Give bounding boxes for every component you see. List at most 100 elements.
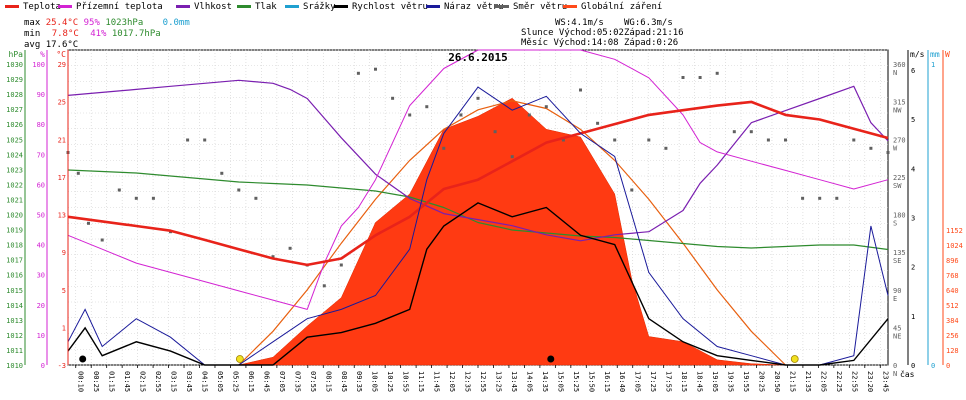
right-axis-tick: S bbox=[893, 220, 897, 228]
x-tick-label: 04:15 bbox=[201, 371, 209, 392]
left-axis-tick: 1029 bbox=[6, 76, 23, 84]
x-tick-label: 12:35 bbox=[464, 371, 472, 392]
left-axis-tick: 20 bbox=[37, 302, 45, 310]
left-axis-tick: 1021 bbox=[6, 196, 23, 204]
left-axis-tick: 9 bbox=[62, 249, 66, 257]
legend-swatch bbox=[176, 5, 190, 8]
left-axis-tick: 1028 bbox=[6, 91, 23, 99]
wind-dir-point bbox=[818, 196, 822, 200]
legend-item: Směr větru bbox=[495, 2, 567, 12]
stats-hum: 95% bbox=[83, 18, 100, 28]
x-tick-label: 13:25 bbox=[494, 371, 502, 392]
wind-dir-point bbox=[442, 146, 446, 150]
legend-label: Tlak bbox=[255, 2, 277, 12]
wind-dir-point bbox=[579, 88, 582, 92]
stats-avg: avg 17.6°C bbox=[24, 40, 78, 51]
stats-min: min 7.8°C 41% 1017.7hPa bbox=[24, 29, 161, 40]
wind-dir-point bbox=[356, 71, 360, 75]
radiation-theoretical-line bbox=[238, 100, 786, 366]
right-axis-tick: E bbox=[893, 295, 897, 303]
x-tick-label: 02:15 bbox=[139, 371, 147, 392]
x-tick-label: 06:45 bbox=[262, 371, 270, 392]
legend-label: Rychlost větru bbox=[352, 2, 428, 12]
wind-dir-point bbox=[100, 238, 104, 242]
x-tick-label: 21:15 bbox=[788, 371, 796, 392]
x-tick-label: 17:55 bbox=[665, 371, 673, 392]
info-sun-rise: Slunce Východ:05:02 bbox=[521, 28, 624, 38]
wind-dir-point bbox=[237, 188, 241, 192]
x-tick-label: 10:55 bbox=[402, 371, 410, 392]
x-tick-label: 08:45 bbox=[340, 371, 348, 392]
right-axis-tick: 90 bbox=[893, 287, 901, 295]
left-axis-tick: 1024 bbox=[6, 151, 23, 159]
left-axis-tick: 1018 bbox=[6, 242, 23, 250]
x-tick-label: 19:05 bbox=[711, 371, 719, 392]
stats-label: max bbox=[24, 18, 41, 28]
wind-dir-point bbox=[493, 130, 497, 134]
right-axis-tick: NE bbox=[893, 332, 901, 340]
info-moon-rise: Měsíc Východ:14:08 bbox=[521, 38, 619, 48]
x-tick-label: 01:45 bbox=[123, 371, 131, 392]
right-axis-tick: 896 bbox=[946, 257, 959, 265]
legend-swatch bbox=[285, 5, 299, 8]
left-axis-tick: 21 bbox=[58, 136, 66, 144]
right-axis-tick: 360 bbox=[893, 61, 906, 69]
x-tick-label: 15:05 bbox=[556, 371, 564, 392]
left-axis-tick: 80 bbox=[37, 121, 45, 129]
left-axis-tick: 17 bbox=[58, 174, 66, 182]
sunset-marker bbox=[790, 355, 799, 363]
right-axis-tick: 0 bbox=[931, 362, 935, 370]
wind-dir-point bbox=[749, 130, 753, 134]
x-tick-label: 17:25 bbox=[649, 371, 657, 392]
wind-dir-point bbox=[220, 171, 224, 175]
right-axis-tick: 512 bbox=[946, 302, 959, 310]
legend-label: Srážky bbox=[303, 2, 336, 12]
right-axis-tick: W bbox=[893, 144, 898, 152]
left-axis-tick: 1 bbox=[62, 324, 66, 332]
legend-item: Přízemní teplota bbox=[58, 2, 163, 12]
right-axis-tick: 1152 bbox=[946, 227, 963, 235]
x-tick-label: 09:35 bbox=[355, 371, 363, 392]
wind-dir-point bbox=[408, 113, 412, 117]
stats-label: min bbox=[24, 29, 41, 39]
wind-dir-point bbox=[596, 121, 600, 125]
x-tick-label: 14:35 bbox=[541, 371, 549, 392]
legend-swatch bbox=[563, 5, 577, 8]
wind-dir-point bbox=[271, 255, 275, 259]
info-wind-gust: WG:6.3m/s bbox=[624, 18, 673, 28]
series-line-temp bbox=[67, 100, 889, 267]
right-axis-tick: 384 bbox=[946, 317, 959, 325]
wind-dir-point bbox=[134, 196, 138, 200]
wind-dir-point bbox=[459, 113, 463, 117]
left-axis-tick: 10 bbox=[37, 332, 45, 340]
wind-dir-point bbox=[87, 221, 90, 225]
left-axis-tick: 1019 bbox=[6, 227, 23, 235]
x-tick-label: 11:45 bbox=[433, 371, 441, 392]
wind-dir-point bbox=[869, 146, 873, 150]
stats-press: 1023hPa bbox=[105, 18, 144, 28]
x-tick-label: 11:15 bbox=[417, 371, 425, 392]
legend-item: Náraz větru bbox=[426, 2, 504, 12]
wind-dir-point bbox=[374, 67, 377, 71]
right-axis-tick: N bbox=[893, 69, 897, 77]
left-axis-tick: 13 bbox=[58, 212, 66, 220]
wind-dir-point bbox=[288, 246, 292, 250]
x-tick-label: 00:10 bbox=[77, 371, 85, 392]
right-axis-tick: 6 bbox=[911, 67, 915, 75]
right-axis-unit: m/s bbox=[910, 50, 925, 59]
wind-dir-point bbox=[476, 96, 480, 100]
wind-dir-point bbox=[322, 284, 326, 288]
stats-hum: 41% bbox=[90, 29, 107, 39]
x-tick-label: 20:25 bbox=[757, 371, 765, 392]
left-axis-tick: 1014 bbox=[6, 302, 23, 310]
wind-dir-point bbox=[76, 171, 80, 175]
wind-dir-point bbox=[186, 138, 190, 142]
x-tick-label: 16:40 bbox=[618, 371, 626, 392]
wind-dir-point bbox=[801, 196, 805, 200]
left-axis-tick: 1015 bbox=[6, 287, 23, 295]
legend-swatch bbox=[5, 5, 19, 8]
wind-dir-point bbox=[681, 76, 685, 79]
wind-dir-point bbox=[732, 130, 736, 134]
x-tick-label: 10:25 bbox=[386, 371, 394, 392]
